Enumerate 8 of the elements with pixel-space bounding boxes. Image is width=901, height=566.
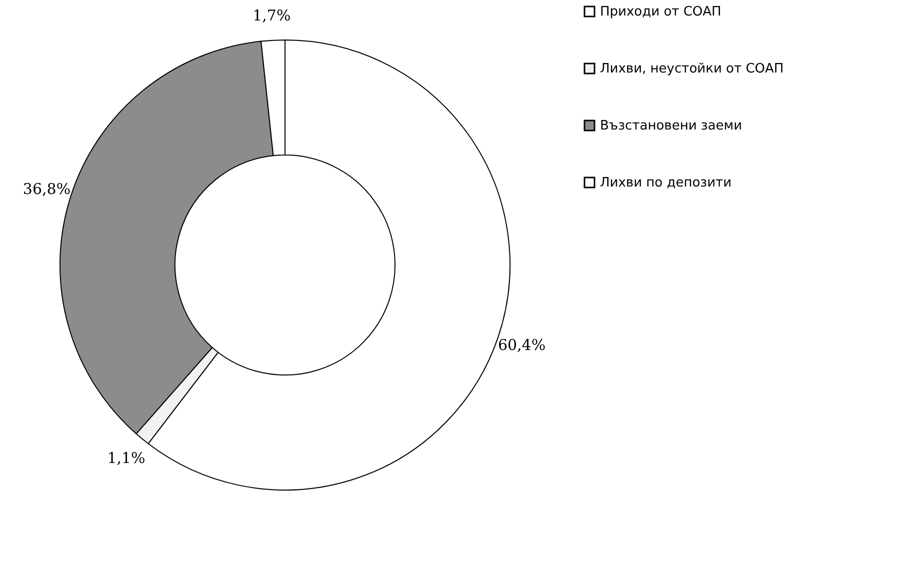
data-label: 1,1% bbox=[107, 449, 146, 468]
legend-label: Лихви по депозити bbox=[600, 176, 732, 190]
data-label: 36,8% bbox=[22, 180, 71, 198]
data-label: 60,4% bbox=[498, 336, 546, 354]
legend-label: Приходи от СОАП bbox=[600, 4, 722, 20]
legend-label: Възстановени заеми bbox=[600, 118, 742, 134]
data-label: 1,7% bbox=[252, 6, 291, 24]
legend-label: Лихви, неустойки от СОАП bbox=[600, 62, 784, 76]
